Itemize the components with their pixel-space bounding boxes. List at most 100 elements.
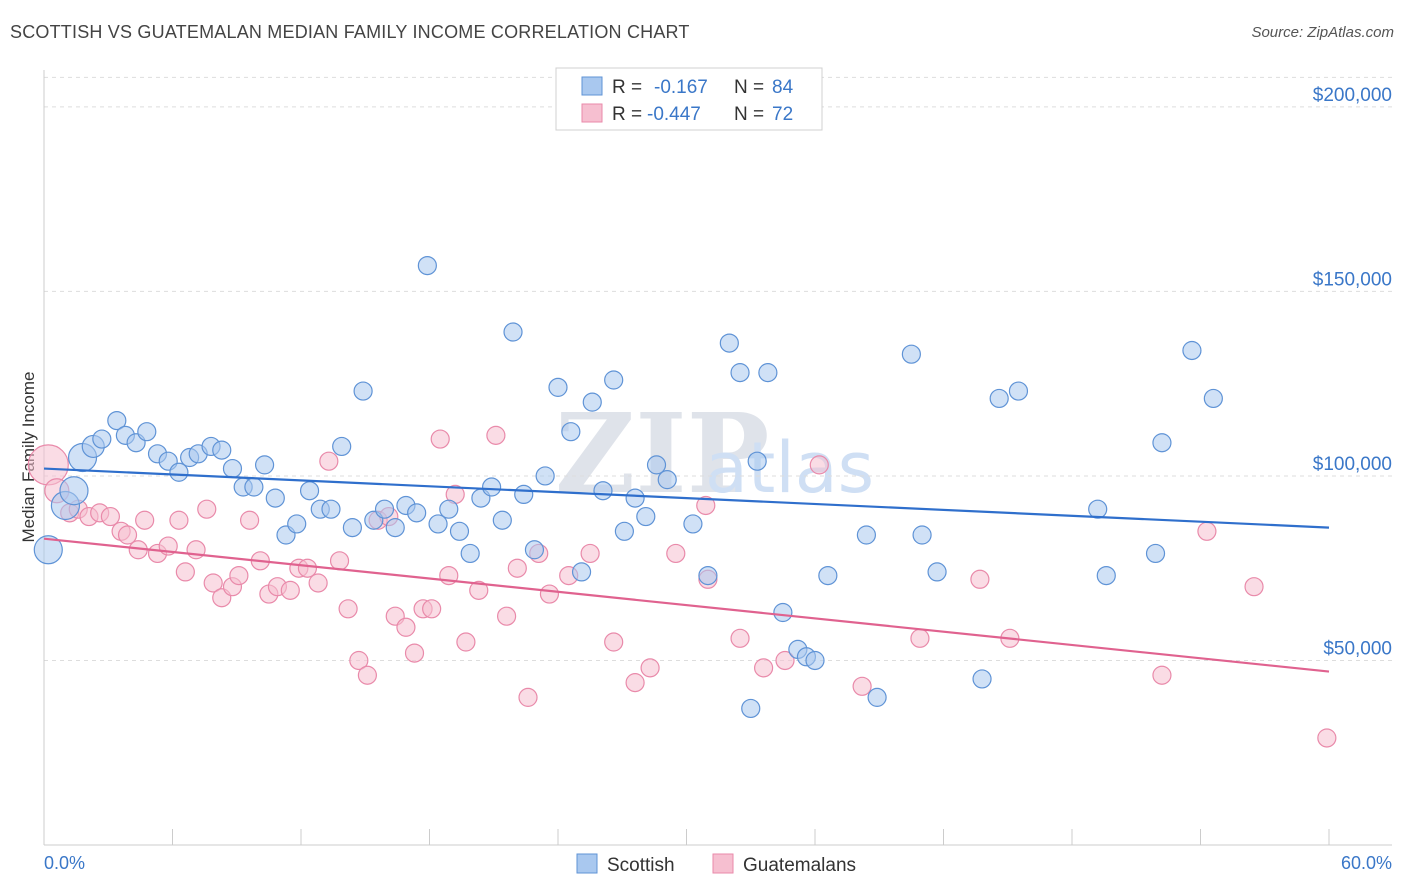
y-tick-label: $100,000 [1313,454,1392,475]
guatemalan-point [430,429,450,449]
guatemalan-point [357,665,377,685]
guatemalan-point [970,569,990,589]
scottish-point [867,687,887,707]
guatemalan-point [203,573,223,593]
guatemalan-point [135,510,155,530]
scottish-point [856,525,877,545]
scottish-point [503,322,523,342]
guatemalan-point [469,580,489,600]
guatemalan-point [666,543,686,564]
scottish-point [482,477,502,497]
y-tick-label: $150,000 [1313,269,1392,290]
scottish-point [773,602,793,623]
scottish-point [212,440,232,460]
stats-legend-n-label: N = [734,104,764,125]
guatemalan-point [349,650,369,671]
scottish-point [92,429,112,449]
guatemalan-point [117,525,138,545]
trend-line-scottish [43,467,1330,529]
scottish-point [646,455,667,475]
guatemalan-point [280,580,300,600]
guatemalan-point [1197,521,1217,541]
scottish-point [1145,543,1166,564]
x-tick-label-min: 0.0% [44,853,85,873]
scottish-point [460,543,480,564]
guatemalan-point [308,573,328,593]
stats-legend-swatch-scottish [581,76,603,96]
scottish-point [524,540,545,560]
guatemalan-point [604,632,624,652]
guatemalan-point [753,658,774,678]
scottish-point [428,514,448,534]
stats-legend-r-value: -0.167 [654,77,708,98]
scottish-point [107,410,127,431]
scottish-point [287,514,307,534]
scottish-point [657,470,677,490]
guatemalan-point [456,632,476,652]
guatemalan-point [396,617,416,637]
series-legend: Scottish Guatemalans [576,853,856,876]
scottish-point [449,521,470,541]
guatemalan-point [640,658,660,678]
y-axis-label: Median Family Income [19,371,38,542]
scottish-point [374,499,395,519]
y-tick-labels: $50,000 $100,000 $150,000 $200,000 [1313,85,1392,660]
scottish-point [719,333,739,353]
scottish-point [244,477,264,497]
scottish-point [1088,499,1108,519]
series-legend-label-scottish: Scottish [607,855,675,876]
scottish-point [265,488,285,508]
trend-lines [43,467,1330,673]
guatemalan-point [329,551,350,571]
scottish-point [805,650,825,671]
guatemalan-point [696,495,716,516]
scottish-point [222,458,243,479]
guatemalan-point [1152,665,1172,685]
scottish-point [492,510,512,530]
y-tick-label: $200,000 [1313,85,1392,106]
guatemalan-point [169,510,189,530]
scottish-point [741,698,761,719]
scottish-point [989,388,1009,409]
scottish-point [614,521,634,541]
stats-legend-swatch-guatemalans [581,103,603,123]
scottish-point [1096,565,1116,586]
guatemalan-point [497,606,517,626]
guatemalan-point [580,543,600,564]
source-credit: Source: ZipAtlas.com [1251,24,1394,41]
guatemalan-point [1317,728,1337,748]
scottish-point [1182,340,1202,361]
scottish-point [33,535,63,565]
scottish-point [625,488,645,508]
stats-legend-n-value: 84 [772,77,794,98]
scottish-point [321,499,341,519]
scottish-point [561,422,581,442]
scottish-point [514,484,534,505]
scottish-point [407,503,427,523]
scottish-point [439,499,459,519]
guatemalan-point [297,558,318,578]
guatemalan-point [27,444,69,486]
stats-legend-r-value: -0.447 [647,104,701,125]
guatemalan-point [730,628,750,648]
guatemalan-point [100,506,120,527]
scottish-point [417,255,437,276]
series-scottish-points [33,255,1223,719]
stats-legend-n-value: 72 [772,104,793,125]
guatemalan-point [507,558,527,578]
guatemalan-point [404,643,425,663]
guatemalan-point [175,562,195,582]
scottish-point [927,562,947,582]
series-legend-swatch-scottish [576,853,598,874]
scottish-point [582,392,602,412]
scottish-point [730,363,750,383]
guatemalan-point [775,650,795,671]
scottish-point [698,565,718,586]
y-tick-label: $50,000 [1323,638,1392,659]
scottish-point [758,363,778,383]
scottish-point [137,422,157,442]
guatemalan-point [625,673,645,693]
scottish-point [332,436,352,457]
scottish-point [59,476,89,506]
scottish-point [548,377,568,397]
